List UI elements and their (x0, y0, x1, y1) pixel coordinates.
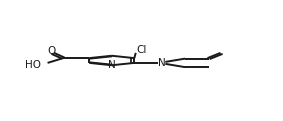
Text: N: N (108, 60, 116, 70)
Text: N: N (158, 58, 166, 68)
Text: Cl: Cl (136, 45, 147, 55)
Text: HO: HO (25, 60, 40, 70)
Text: O: O (47, 45, 55, 56)
